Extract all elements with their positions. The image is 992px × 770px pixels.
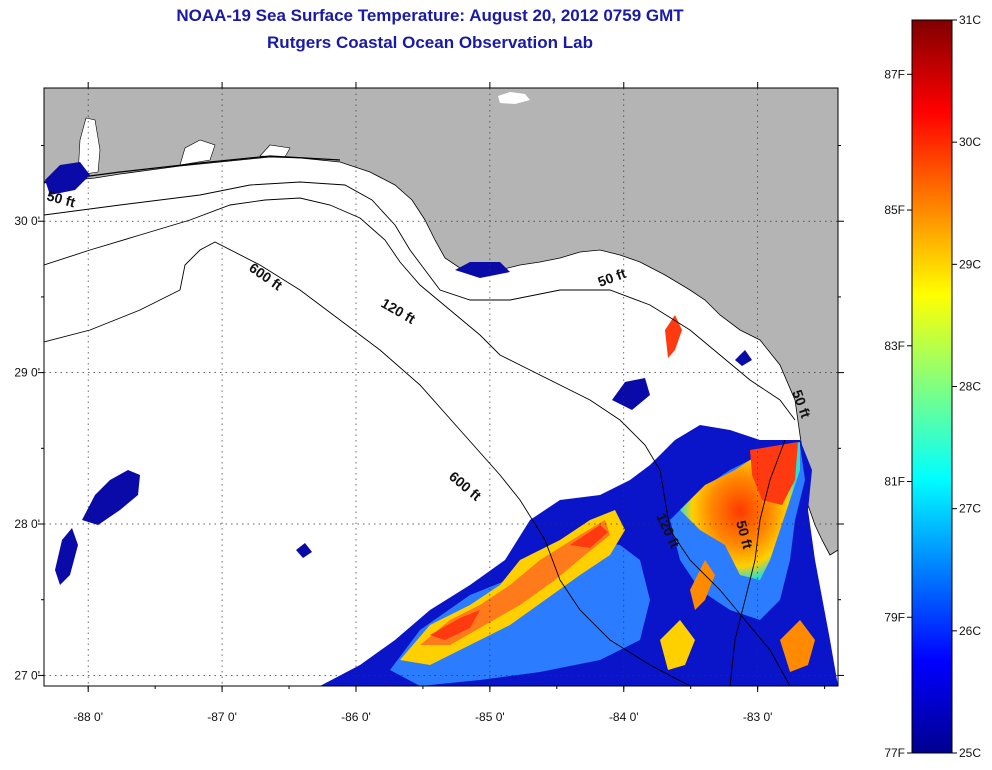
- celsius-label: 27C: [959, 502, 981, 516]
- contour-label-50ft: 50 ft: [733, 519, 756, 551]
- lon-tick-label: -83 0': [743, 710, 773, 724]
- lat-tick-label: 29 0': [14, 366, 40, 380]
- sst-data: [45, 162, 838, 686]
- contour-label-50ft: 50 ft: [45, 187, 77, 210]
- lon-tick-label: -86 0': [341, 710, 371, 724]
- lat-tick-label: 27 0': [14, 668, 40, 682]
- colorbar: [911, 19, 953, 754]
- celsius-label: 25C: [959, 746, 981, 760]
- celsius-label: 26C: [959, 624, 981, 638]
- graticule: [44, 88, 838, 686]
- celsius-label: 29C: [959, 257, 981, 271]
- fahrenheit-label: 85F: [884, 203, 905, 217]
- plot-frame: [43, 87, 839, 687]
- axis-ticks: -88 0' -87 0' -86 0' -85 0' -84 0' -83 0' 30 0…: [14, 82, 844, 724]
- celsius-label: 30C: [959, 135, 981, 149]
- map-title: NOAA-19 Sea Surface Temperature: August …: [176, 6, 684, 25]
- lon-tick-label: -87 0': [207, 710, 237, 724]
- lon-tick-label: -84 0': [609, 710, 639, 724]
- mobile-bay: [77, 117, 101, 176]
- fahrenheit-label: 79F: [884, 610, 905, 624]
- celsius-label: 28C: [959, 380, 981, 394]
- lat-tick-label: 28 0': [14, 517, 40, 531]
- lon-tick-label: -85 0': [475, 710, 505, 724]
- pensacola-bay: [179, 139, 216, 166]
- colorbar-ticks: 31C 30C 29C 28C 27C 26C 25C 87F 85F 83F 81F 79F 77F: [884, 13, 981, 760]
- lat-tick-label: 30 0': [14, 214, 40, 228]
- depth-contours: [44, 181, 796, 686]
- fahrenheit-label: 83F: [884, 339, 905, 353]
- fahrenheit-label: 77F: [884, 746, 905, 760]
- lake: [498, 92, 530, 104]
- fahrenheit-label: 81F: [884, 475, 905, 489]
- map-subtitle: Rutgers Coastal Ocean Observation Lab: [267, 33, 593, 52]
- lon-tick-label: -88 0': [73, 710, 103, 724]
- fahrenheit-label: 87F: [884, 67, 905, 81]
- celsius-label: 31C: [959, 13, 981, 27]
